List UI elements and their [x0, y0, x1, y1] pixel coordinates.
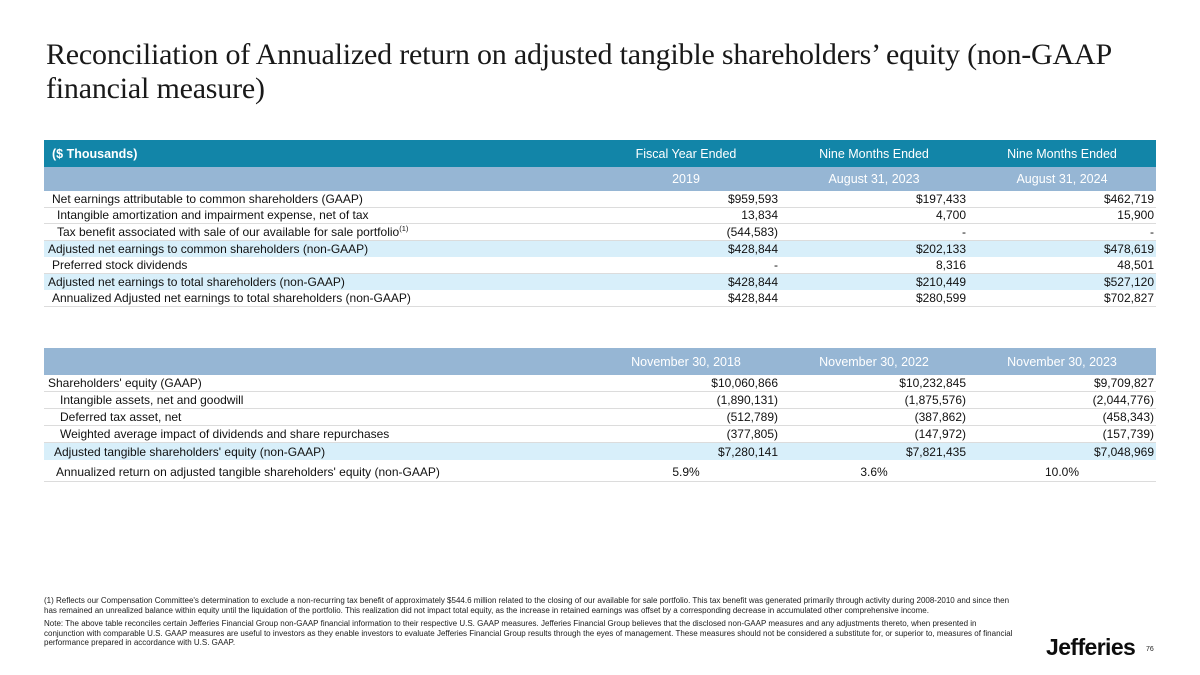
- row-label: Tax benefit associated with sale of our …: [57, 224, 409, 239]
- row-value: $202,133: [915, 241, 966, 256]
- page-title: Reconciliation of Annualized return on a…: [46, 38, 1111, 105]
- reconciliation-table-equity: November 30, 2018 November 30, 2022 Nove…: [44, 348, 1156, 482]
- row-label: Adjusted net earnings to total sharehold…: [48, 274, 345, 289]
- table-row: Adjusted tangible shareholders' equity (…: [44, 443, 1156, 460]
- table1-date-header: August 31, 2023: [828, 172, 920, 186]
- row-label: Weighted average impact of dividends and…: [60, 427, 390, 441]
- row-value: (1,875,576): [904, 393, 966, 407]
- row-value: (512,789): [726, 410, 778, 424]
- table-row: Annualized Adjusted net earnings to tota…: [44, 290, 1156, 307]
- row-value: $7,821,435: [905, 444, 966, 459]
- table1-date-header: 2019: [672, 172, 700, 186]
- table-row: Shareholders' equity (GAAP) $10,060,866 $1…: [44, 375, 1156, 392]
- table-row: Preferred stock dividends - 8,316 48,501: [44, 257, 1156, 274]
- row-label: Intangible assets, net and goodwill: [60, 393, 244, 407]
- row-value: $197,433: [915, 191, 966, 206]
- row-value: -: [1150, 224, 1154, 239]
- row-value: $428,844: [727, 274, 778, 289]
- row-value: 3.6%: [860, 465, 888, 479]
- footnotes: (1) Reflects our Compensation Committee'…: [44, 596, 1016, 648]
- row-value: $428,844: [727, 241, 778, 256]
- row-value: $7,048,969: [1093, 444, 1154, 459]
- row-value: $10,232,845: [899, 376, 966, 390]
- row-value: 5.9%: [672, 465, 700, 479]
- row-value: $9,709,827: [1093, 376, 1154, 390]
- table-row: Adjusted net earnings to total sharehold…: [44, 273, 1156, 290]
- row-value: $10,060,866: [711, 376, 778, 390]
- table2-date-row: November 30, 2018 November 30, 2022 Nove…: [44, 348, 1156, 375]
- jefferies-logo: Jefferies: [1046, 634, 1136, 660]
- table2-body: Shareholders' equity (GAAP) $10,060,866 $1…: [44, 375, 1156, 482]
- row-value: 48,501: [1117, 257, 1154, 272]
- row-label: Adjusted tangible shareholders' equity (…: [54, 444, 326, 459]
- row-value: $462,719: [1103, 191, 1154, 206]
- note: Note: The above table reconciles certain…: [44, 619, 1013, 648]
- page-number: 76: [1146, 646, 1154, 653]
- row-value: $7,280,141: [717, 444, 778, 459]
- row-label: Intangible amortization and impairment e…: [57, 208, 369, 223]
- table-row: Deferred tax asset, net (512,789) (387,862…: [44, 409, 1156, 426]
- table-row: Annualized return on adjusted tangible s…: [44, 463, 1156, 482]
- table-row: Intangible assets, net and goodwill (1,89…: [44, 392, 1156, 409]
- footnote-marker: (1): [399, 224, 409, 233]
- row-value: 13,834: [741, 208, 778, 223]
- row-value: $959,593: [727, 191, 778, 206]
- table-row: Tax benefit associated with sale of our …: [44, 224, 1156, 241]
- row-value: 10.0%: [1044, 465, 1080, 479]
- row-label: Shareholders' equity (GAAP): [48, 376, 202, 390]
- table-row: Intangible amortization and impairment e…: [44, 208, 1156, 224]
- table1-date-row: 2019 August 31, 2023 August 31, 2024: [44, 167, 1156, 191]
- row-value: (2,044,776): [1092, 393, 1154, 407]
- row-value: (544,583): [726, 224, 778, 239]
- row-value: 4,700: [935, 208, 966, 223]
- row-value: -: [774, 257, 778, 272]
- row-label: Annualized return on adjusted tangible s…: [56, 465, 440, 479]
- table2-date-header: November 30, 2018: [631, 354, 741, 369]
- row-value: $210,449: [915, 274, 966, 289]
- row-value: $527,120: [1103, 274, 1154, 289]
- row-value: 8,316: [935, 257, 966, 272]
- table2-date-header: November 30, 2023: [1007, 354, 1117, 369]
- row-value: (458,343): [1102, 410, 1154, 424]
- row-label: Adjusted net earnings to common sharehol…: [48, 241, 369, 256]
- row-value: $702,827: [1103, 290, 1154, 305]
- table1-period-header: Nine Months Ended: [1007, 146, 1117, 161]
- row-value: (147,972): [914, 427, 966, 441]
- table1-period-header: Fiscal Year Ended: [635, 146, 737, 161]
- row-value: $478,619: [1103, 241, 1154, 256]
- units-label: ($ Thousands): [52, 146, 138, 161]
- table1-period-header: Nine Months Ended: [819, 146, 929, 161]
- table1-date-header: August 31, 2024: [1016, 172, 1108, 186]
- row-value: (157,739): [1102, 427, 1154, 441]
- table1-body: Net earnings attributable to common shar…: [44, 191, 1156, 307]
- row-value: (377,805): [726, 427, 778, 441]
- table-row: Weighted average impact of dividends and…: [44, 426, 1156, 443]
- row-value: (387,862): [914, 410, 966, 424]
- row-label: Net earnings attributable to common shar…: [52, 191, 363, 206]
- table2-date-header: November 30, 2022: [819, 354, 929, 369]
- footnote-1: (1) Reflects our Compensation Committee'…: [44, 596, 1010, 615]
- row-label: Preferred stock dividends: [52, 257, 188, 272]
- row-value: (1,890,131): [716, 393, 778, 407]
- table-row: Adjusted net earnings to common sharehol…: [44, 240, 1156, 257]
- row-value: -: [962, 224, 966, 239]
- table-row: Net earnings attributable to common shar…: [44, 191, 1156, 208]
- row-value: 15,900: [1117, 208, 1154, 223]
- row-value: $428,844: [727, 290, 778, 305]
- row-value: $280,599: [915, 290, 966, 305]
- row-label: Deferred tax asset, net: [60, 410, 182, 424]
- reconciliation-table-earnings: ($ Thousands) Fiscal Year Ended Nine Mon…: [44, 140, 1156, 307]
- table1-header-row: ($ Thousands) Fiscal Year Ended Nine Mon…: [44, 140, 1156, 167]
- row-label: Annualized Adjusted net earnings to tota…: [52, 290, 411, 305]
